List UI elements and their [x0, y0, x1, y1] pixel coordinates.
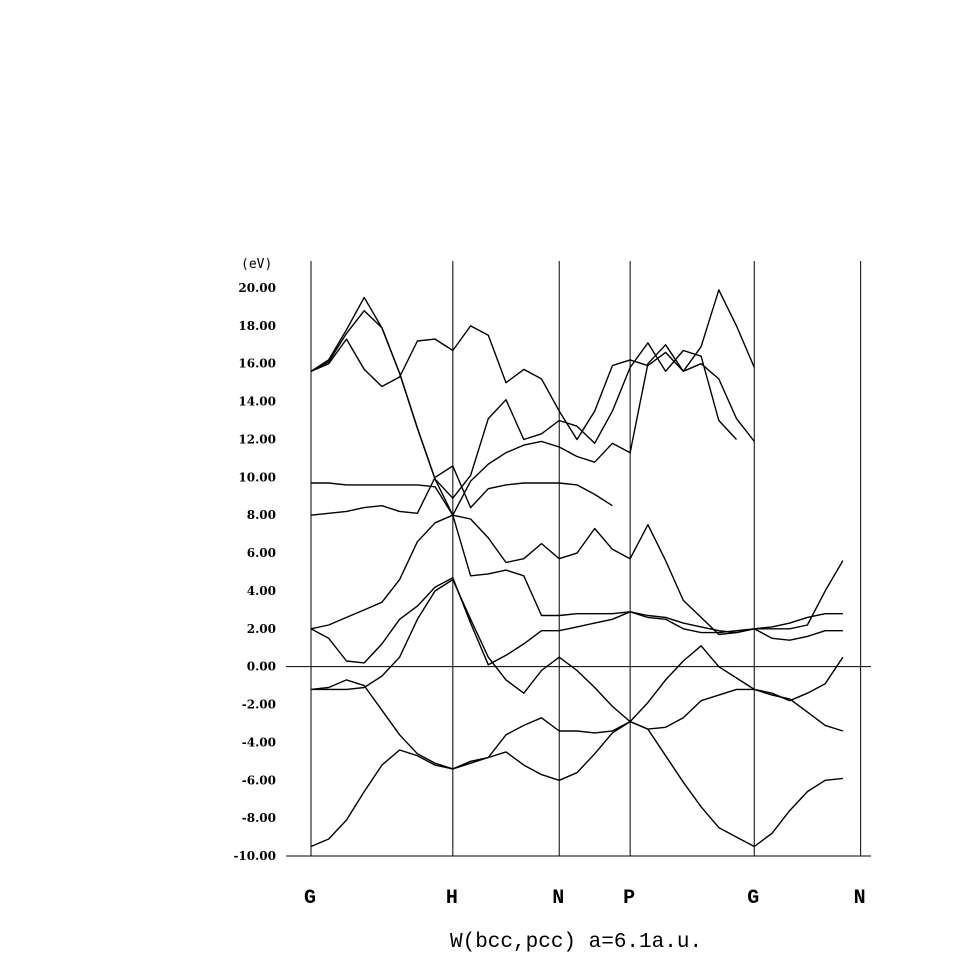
band-line-3 [310, 645, 844, 770]
band-line-2 [311, 578, 844, 730]
y-tick-label: -4.00 [242, 735, 276, 749]
band-line-9 [310, 296, 738, 499]
y-tick-label: 0.00 [247, 660, 276, 674]
plot-frame [286, 261, 871, 857]
band-line-8 [310, 289, 755, 516]
y-tick-label: 20.00 [238, 281, 276, 295]
y-tick-label: -6.00 [242, 773, 276, 787]
y-tick-label: 2.00 [247, 622, 276, 636]
band-lines [310, 289, 844, 848]
band-line-7 [310, 325, 755, 442]
kpoint-label: P [623, 887, 635, 910]
kpoint-label: N [854, 887, 866, 910]
y-tick-label: 16.00 [238, 357, 276, 371]
kpoint-label: N [552, 887, 564, 910]
band-line-6 [311, 482, 844, 636]
y-tick-label: 12.00 [238, 432, 276, 446]
y-tick-label: -10.00 [233, 849, 276, 863]
y-tick-label: 8.00 [247, 508, 276, 522]
y-tick-label: -8.00 [242, 811, 276, 825]
y-tick-label: 6.00 [247, 546, 276, 560]
band-line-5 [310, 514, 843, 634]
band-line-1 [310, 720, 843, 848]
y-tick-label: 18.00 [238, 319, 276, 333]
y-axis-unit-label: (eV) [241, 257, 272, 272]
band-line-10 [310, 465, 613, 516]
kpoint-label: G [304, 887, 316, 910]
kpoint-label: G [747, 887, 759, 910]
chart-title: W(bcc,pcc) a=6.1a.u. [450, 931, 702, 954]
y-tick-label: 4.00 [247, 584, 276, 598]
kpoint-label: H [446, 887, 458, 910]
y-tick-label: 10.00 [238, 470, 276, 484]
y-tick-labels: 20.00 18.00 16.00 14.00 12.00 10.00 8.00 6.00 4.… [233, 281, 276, 863]
y-tick-label: -2.00 [242, 698, 276, 712]
y-tick-label: 14.00 [238, 395, 276, 409]
